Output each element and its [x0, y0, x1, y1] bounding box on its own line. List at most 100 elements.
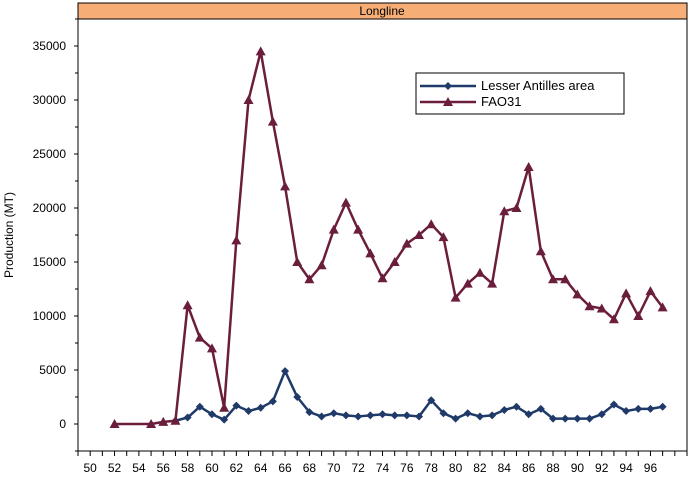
- x-tick-label-94: 94: [619, 461, 633, 475]
- data-point-fao31: [292, 257, 303, 266]
- data-point-fao31: [572, 289, 583, 299]
- data-point-fao31: [328, 224, 339, 234]
- data-point-lesser-antilles-area: [329, 409, 338, 418]
- series-layer: [109, 46, 668, 428]
- data-point-lesser-antilles-area: [622, 407, 631, 416]
- data-point-lesser-antilles-area: [220, 415, 229, 424]
- x-tick-label-56: 56: [157, 461, 171, 475]
- data-point-fao31: [426, 219, 437, 229]
- data-point-lesser-antilles-area: [415, 412, 424, 421]
- data-point-lesser-antilles-area: [207, 410, 216, 419]
- x-tick-label-60: 60: [205, 461, 219, 475]
- data-point-fao31: [523, 161, 534, 171]
- x-tick-label-74: 74: [376, 461, 390, 475]
- data-point-fao31: [389, 257, 400, 266]
- y-tick-label-30000: 30000: [33, 93, 67, 107]
- data-point-lesser-antilles-area: [293, 393, 302, 401]
- data-point-fao31: [109, 419, 120, 428]
- x-tick-label-86: 86: [522, 461, 536, 475]
- series-line-fao31: [114, 50, 664, 426]
- y-tick-label-5000: 5000: [39, 363, 66, 377]
- data-point-lesser-antilles-area: [512, 402, 521, 411]
- x-tick-label-70: 70: [327, 461, 341, 475]
- y-tick-label-25000: 25000: [33, 147, 67, 161]
- legend-box: [415, 72, 625, 115]
- data-point-lesser-antilles-area: [634, 404, 643, 413]
- x-tick-label-72: 72: [351, 461, 365, 475]
- data-point-fao31: [219, 402, 230, 412]
- data-point-lesser-antilles-area: [488, 411, 497, 420]
- legend-label-fao31: FAO31: [481, 94, 521, 109]
- x-tick-label-54: 54: [132, 461, 146, 475]
- y-tick-label-0: 0: [59, 417, 66, 431]
- data-point-fao31: [474, 267, 485, 277]
- data-point-fao31: [487, 278, 498, 288]
- data-point-fao31: [560, 274, 571, 284]
- x-tick-label-92: 92: [595, 461, 609, 475]
- data-point-fao31: [146, 419, 157, 428]
- data-point-fao31: [353, 224, 364, 234]
- data-point-lesser-antilles-area: [232, 401, 241, 410]
- x-tick-label-80: 80: [449, 461, 463, 475]
- data-point-fao31: [450, 292, 461, 302]
- data-point-lesser-antilles-area: [354, 412, 363, 421]
- data-point-lesser-antilles-area: [402, 411, 411, 420]
- data-point-lesser-antilles-area: [646, 404, 655, 413]
- data-point-fao31: [340, 197, 351, 207]
- data-point-fao31: [621, 288, 632, 298]
- y-axis-title: Production (MT): [2, 192, 16, 278]
- data-point-fao31: [584, 301, 595, 311]
- data-point-lesser-antilles-area: [439, 409, 448, 418]
- legend-label-lesser-antilles: Lesser Antilles area: [481, 78, 595, 93]
- data-point-fao31: [499, 206, 510, 216]
- x-tick-label-62: 62: [230, 461, 244, 475]
- data-point-lesser-antilles-area: [573, 414, 582, 423]
- y-tick-label-10000: 10000: [33, 309, 67, 323]
- legend-marker-fao31: [443, 97, 453, 106]
- y-axis: 0 5000 10000 15000 20000 25000 30000 35000: [33, 18, 78, 452]
- data-point-lesser-antilles-area: [366, 411, 375, 420]
- legend: Lesser Antilles area FAO31: [415, 72, 625, 115]
- data-point-lesser-antilles-area: [451, 414, 460, 423]
- x-tick-label-64: 64: [254, 461, 268, 475]
- data-point-lesser-antilles-area: [305, 408, 314, 417]
- data-point-fao31: [401, 238, 412, 248]
- data-point-fao31: [645, 286, 656, 296]
- data-point-fao31: [158, 416, 169, 426]
- data-point-lesser-antilles-area: [524, 410, 533, 419]
- x-tick-label-88: 88: [546, 461, 560, 475]
- data-point-lesser-antilles-area: [463, 409, 472, 418]
- data-point-fao31: [304, 274, 315, 284]
- data-point-lesser-antilles-area: [585, 414, 594, 423]
- data-point-fao31: [511, 203, 522, 212]
- data-point-fao31: [633, 311, 644, 320]
- data-point-fao31: [243, 95, 254, 104]
- data-point-lesser-antilles-area: [341, 411, 350, 420]
- data-point-fao31: [194, 332, 205, 342]
- data-point-lesser-antilles-area: [597, 410, 606, 419]
- data-point-fao31: [280, 181, 291, 191]
- y-tick-label-20000: 20000: [33, 201, 67, 215]
- data-point-fao31: [170, 415, 181, 425]
- data-point-fao31: [608, 314, 619, 324]
- data-point-lesser-antilles-area: [195, 402, 204, 411]
- x-tick-label-76: 76: [400, 461, 414, 475]
- data-point-lesser-antilles-area: [317, 412, 326, 421]
- x-tick-label-50: 50: [84, 461, 98, 475]
- data-point-fao31: [377, 273, 388, 283]
- data-point-lesser-antilles-area: [658, 402, 667, 411]
- data-point-fao31: [316, 260, 327, 270]
- data-point-lesser-antilles-area: [244, 407, 253, 416]
- data-point-lesser-antilles-area: [268, 397, 277, 406]
- data-point-lesser-antilles-area: [390, 411, 399, 420]
- data-point-lesser-antilles-area: [609, 400, 618, 409]
- x-tick-label-58: 58: [181, 461, 195, 475]
- chart-title: Longline: [359, 4, 405, 18]
- data-point-lesser-antilles-area: [500, 405, 509, 414]
- data-point-fao31: [206, 343, 217, 353]
- x-tick-label-68: 68: [303, 461, 317, 475]
- x-tick-label-52: 52: [108, 461, 122, 475]
- legend-marker-lesser-antilles: [444, 82, 452, 90]
- data-point-fao31: [182, 300, 193, 310]
